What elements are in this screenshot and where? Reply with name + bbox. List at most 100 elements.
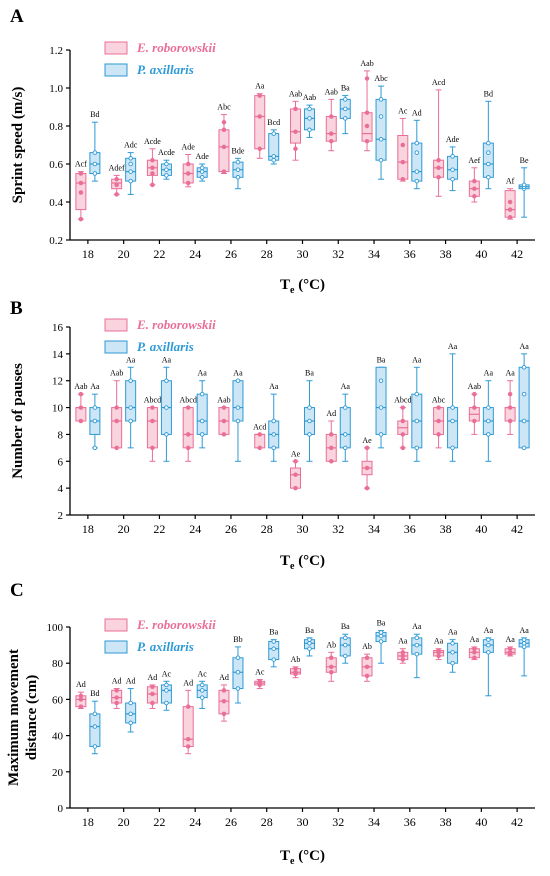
data-point xyxy=(378,378,384,383)
x-axis-title: Te (°C) xyxy=(280,848,325,867)
data-point xyxy=(128,169,133,174)
data-point xyxy=(150,700,155,706)
box xyxy=(182,407,194,449)
significance-letter: Abcd xyxy=(144,396,161,405)
data-point xyxy=(472,650,477,655)
significance-letter: Aab xyxy=(325,87,338,96)
data-point xyxy=(78,405,84,410)
data-point xyxy=(164,405,169,410)
x-tick-label: 28 xyxy=(261,522,273,536)
box xyxy=(447,407,459,449)
significance-letter: Aab xyxy=(110,369,123,378)
data-point xyxy=(92,405,98,410)
data-point xyxy=(235,405,241,410)
box xyxy=(325,116,337,142)
significance-letter: Aa xyxy=(341,382,351,391)
data-point xyxy=(128,161,133,167)
data-point xyxy=(150,684,155,689)
series-e-roborowskii: Ad Ad Ad Ad Ad Ac Ab Ab Ab Aa Aa Aa Aa xyxy=(75,635,516,755)
data-point xyxy=(486,175,491,180)
data-point xyxy=(364,138,370,144)
data-point xyxy=(378,97,384,102)
box-plot: Abcd xyxy=(394,396,411,451)
x-tick-label: 42 xyxy=(511,815,523,829)
data-point xyxy=(450,167,455,172)
x-tick-label: 34 xyxy=(368,522,380,536)
data-point xyxy=(114,405,119,410)
box-plot: Abc xyxy=(374,74,388,180)
data-point xyxy=(92,724,98,729)
box-plot: Acf xyxy=(75,160,87,222)
data-point xyxy=(257,114,262,119)
x-tick-label: 36 xyxy=(404,247,416,261)
box-plot: Ac xyxy=(160,669,172,711)
box-plot: Ad xyxy=(146,673,158,709)
data-point xyxy=(92,744,98,749)
box xyxy=(290,467,301,489)
box-plot: Ba xyxy=(339,84,351,135)
box-plot: Aa xyxy=(482,369,494,462)
significance-letter: Acf xyxy=(75,160,87,169)
data-point xyxy=(271,445,276,451)
data-point xyxy=(521,391,527,397)
significance-letter: Ac xyxy=(255,667,265,676)
significance-letter: Ba xyxy=(341,84,350,93)
box xyxy=(254,95,266,150)
x-tick-label: 42 xyxy=(511,247,523,261)
box-plot: Aab xyxy=(110,369,123,451)
data-point xyxy=(364,655,370,661)
x-tick-label: 30 xyxy=(297,815,309,829)
box-plot: Aa xyxy=(482,626,494,697)
x-tick-label: 22 xyxy=(153,522,165,536)
x-tick-label: 20 xyxy=(118,247,130,261)
y-axis-title-line2: distance (cm) xyxy=(24,675,40,760)
box-plot: Aa xyxy=(504,369,516,435)
data-point xyxy=(92,418,98,424)
data-point xyxy=(185,736,191,742)
box-plot: Ade xyxy=(446,135,460,192)
y-tick-label: 20 xyxy=(52,767,64,779)
legend-swatch xyxy=(104,63,128,77)
data-point xyxy=(400,142,406,148)
data-point xyxy=(378,432,384,437)
box-plot: Aa xyxy=(447,628,459,673)
data-point xyxy=(150,165,155,171)
legend: E. roborowskii P. axillaris xyxy=(104,40,216,77)
y-tick-label: 0.4 xyxy=(49,197,63,209)
data-point xyxy=(378,157,384,163)
box-plot: Aa xyxy=(254,82,266,159)
data-point xyxy=(257,93,262,98)
data-point xyxy=(450,405,455,410)
box xyxy=(339,407,351,449)
data-point xyxy=(507,646,513,651)
legend: E. roborowskii P. axillaris xyxy=(104,317,216,354)
box-plot: Acd xyxy=(253,422,266,451)
y-axis-title: Number of pauses xyxy=(10,363,26,479)
data-point xyxy=(329,131,334,136)
significance-letter: Bde xyxy=(232,146,245,155)
x-axis-title: Te (°C) xyxy=(280,553,325,572)
box-plot: Aab xyxy=(360,59,374,152)
y-tick-label: 80 xyxy=(52,658,64,670)
data-point xyxy=(164,682,169,688)
box-plot: Aab xyxy=(74,382,88,424)
data-point xyxy=(150,157,155,163)
x-tick-label: 18 xyxy=(82,815,94,829)
data-point xyxy=(507,214,513,220)
box xyxy=(375,366,387,435)
data-point xyxy=(486,642,491,648)
data-point xyxy=(521,637,527,642)
x-tick-label: 26 xyxy=(225,247,237,261)
data-point xyxy=(521,182,527,188)
data-point xyxy=(329,459,334,464)
x-tick-label: 32 xyxy=(332,522,344,536)
data-point xyxy=(92,150,98,155)
legend-label: P. axillaris xyxy=(137,339,194,354)
data-point xyxy=(199,169,205,174)
significance-letter: Ad xyxy=(112,677,122,686)
significance-letter: Aa xyxy=(90,382,100,391)
data-point xyxy=(343,116,348,121)
data-point xyxy=(436,157,441,163)
legend-label: P. axillaris xyxy=(137,639,194,654)
